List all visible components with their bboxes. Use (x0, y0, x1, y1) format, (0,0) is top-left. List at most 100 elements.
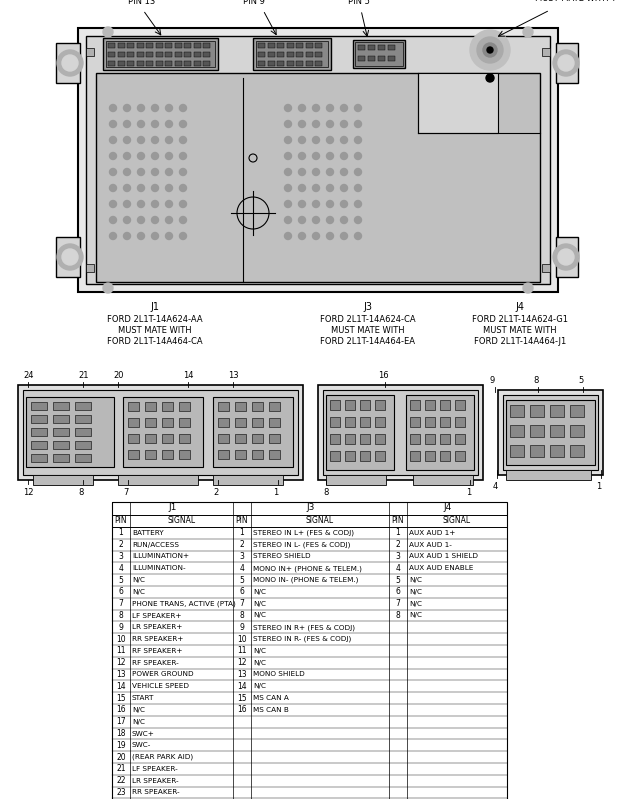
Text: 1: 1 (239, 528, 244, 538)
Text: PIN: PIN (236, 516, 248, 525)
Bar (103, 38, 218, 70)
Circle shape (109, 105, 117, 112)
Text: MS CAN B: MS CAN B (253, 707, 289, 713)
Bar (375, 434, 385, 444)
Bar (184, 61, 191, 66)
Text: RUN/ACCESS: RUN/ACCESS (132, 542, 179, 547)
Circle shape (152, 217, 159, 224)
Text: 18: 18 (116, 729, 126, 738)
Text: LF SPEAKER-: LF SPEAKER- (132, 766, 178, 772)
Circle shape (523, 27, 533, 37)
Bar (503, 395, 598, 470)
Bar (323, 390, 478, 475)
Bar (165, 61, 172, 66)
Text: N/C: N/C (132, 718, 145, 725)
Circle shape (103, 283, 113, 293)
Text: N/C: N/C (409, 613, 422, 618)
Bar (542, 264, 550, 272)
Text: PIN 13: PIN 13 (128, 0, 155, 6)
Text: FORD 2L1T-14A464-EA: FORD 2L1T-14A464-EA (320, 337, 415, 346)
Text: 9: 9 (490, 376, 495, 385)
Bar (175, 43, 181, 48)
Circle shape (123, 233, 131, 240)
Circle shape (123, 185, 131, 192)
Bar (145, 418, 156, 427)
Text: J4: J4 (515, 302, 524, 312)
Text: SWC+: SWC+ (132, 730, 155, 737)
Bar (75, 428, 91, 436)
Circle shape (355, 153, 362, 160)
Text: N/C: N/C (253, 660, 266, 666)
Bar (286, 61, 294, 66)
Bar (179, 418, 190, 427)
Bar (296, 43, 303, 48)
Bar (360, 400, 370, 410)
Text: BATTERY: BATTERY (132, 530, 164, 536)
Circle shape (312, 201, 320, 208)
Circle shape (152, 137, 159, 144)
Text: MONO IN- (PHONE & TELEM.): MONO IN- (PHONE & TELEM.) (253, 577, 358, 583)
Bar (440, 451, 450, 461)
Circle shape (355, 185, 362, 192)
Bar (268, 52, 275, 57)
Text: SWC-: SWC- (132, 742, 151, 749)
Bar (18, 385, 303, 480)
Text: 9: 9 (239, 622, 244, 632)
Text: VEHICLE SPEED: VEHICLE SPEED (132, 683, 189, 690)
Bar (388, 45, 395, 50)
Bar (556, 237, 578, 277)
Bar (179, 450, 190, 459)
Bar (117, 43, 125, 48)
Bar (31, 454, 47, 462)
Circle shape (341, 185, 347, 192)
Text: RR SPEAKER+: RR SPEAKER+ (132, 636, 183, 642)
Bar (269, 418, 280, 427)
Text: MONO SHIELD: MONO SHIELD (253, 671, 305, 678)
Bar (258, 43, 265, 48)
Bar (277, 52, 284, 57)
Circle shape (165, 105, 173, 112)
Circle shape (180, 105, 186, 112)
Text: MUST MATE WITH: MUST MATE WITH (483, 326, 557, 335)
Bar (425, 451, 435, 461)
Circle shape (109, 153, 117, 160)
Circle shape (284, 169, 291, 176)
Circle shape (152, 233, 159, 240)
Circle shape (487, 47, 493, 53)
Bar (56, 43, 80, 83)
Text: 6: 6 (239, 587, 244, 596)
Circle shape (138, 137, 144, 144)
Bar (269, 434, 280, 443)
Text: 8: 8 (118, 611, 123, 620)
Text: MUST MATE WITH: MUST MATE WITH (331, 326, 405, 335)
Bar (542, 48, 550, 56)
Text: 9: 9 (118, 622, 123, 632)
Bar (326, 475, 386, 485)
Bar (345, 400, 355, 410)
Circle shape (326, 185, 334, 192)
Text: 7: 7 (118, 599, 123, 608)
Text: 7: 7 (239, 599, 244, 608)
Bar (75, 402, 91, 410)
Text: SIGNAL: SIGNAL (443, 516, 471, 525)
Text: 13: 13 (237, 670, 247, 679)
Text: 15: 15 (116, 694, 126, 702)
Text: FORD 2L1T-14A624-G1: FORD 2L1T-14A624-G1 (472, 315, 568, 324)
Text: 8: 8 (395, 611, 400, 620)
Circle shape (180, 169, 186, 176)
Bar (127, 61, 134, 66)
Text: 21: 21 (116, 765, 126, 773)
Circle shape (299, 153, 305, 160)
Bar (330, 451, 340, 461)
Text: 7: 7 (123, 488, 128, 497)
Circle shape (341, 217, 347, 224)
Bar (256, 41, 328, 67)
Bar (184, 43, 191, 48)
Text: LR SPEAKER+: LR SPEAKER+ (132, 624, 183, 630)
Text: J1: J1 (151, 302, 160, 312)
Text: ILLUMINATION-: ILLUMINATION- (132, 566, 186, 571)
Bar (213, 475, 283, 485)
Bar (440, 417, 450, 427)
Bar (326, 395, 394, 470)
Bar (194, 61, 201, 66)
